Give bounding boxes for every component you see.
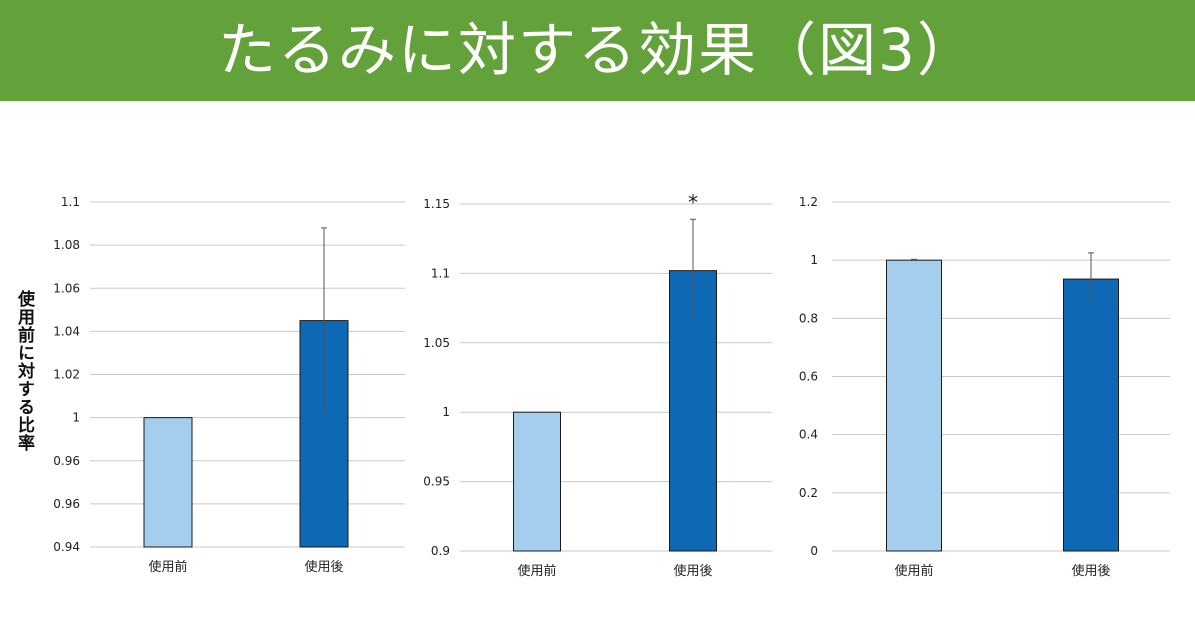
- category-label: 使用後: [304, 559, 343, 575]
- y-tick-label: 1: [810, 253, 818, 267]
- y-axis-label: 使用前に対する比率: [14, 290, 34, 452]
- y-axis-label-container: 使用前に対する比率: [12, 290, 36, 452]
- y-tick-label: 0.8: [799, 311, 818, 325]
- significance-marker: *: [688, 190, 698, 214]
- y-tick-label: 1.15: [423, 197, 450, 211]
- y-tick-label: 1.2: [799, 195, 818, 209]
- y-tick-label: 1: [442, 405, 450, 419]
- y-tick-label: 0.96: [53, 454, 80, 468]
- y-tick-label: 1.08: [53, 238, 80, 252]
- y-tick-label: 1.06: [53, 281, 80, 295]
- y-tick-label: 0.9: [431, 544, 450, 558]
- bar-after: [1063, 278, 1119, 552]
- y-tick-label: 0.6: [799, 370, 818, 384]
- y-tick-label: 1.02: [53, 368, 80, 382]
- y-tick-label: 1.1: [61, 195, 80, 209]
- y-tick-label: 1.04: [53, 324, 80, 338]
- y-tick-label: 0.94: [53, 540, 80, 554]
- y-tick-label: 0.4: [799, 428, 818, 442]
- y-tick-label: 1.1: [431, 266, 450, 280]
- y-tick-label: 0: [810, 544, 818, 558]
- category-label: 使用前: [517, 563, 556, 579]
- title-banner: [0, 0, 1195, 101]
- category-label: 使用後: [1071, 563, 1110, 579]
- y-tick-label: 0.2: [799, 486, 818, 500]
- bar-before: [143, 417, 193, 548]
- y-tick-label: 0.96: [53, 497, 80, 511]
- bar-before: [513, 411, 561, 552]
- page-title: たるみに対する効果（図3）: [218, 16, 977, 84]
- category-label: 使用前: [894, 563, 933, 579]
- y-tick-label: 1: [72, 411, 80, 425]
- y-tick-label: 0.95: [423, 475, 450, 489]
- y-tick-label: 1.05: [423, 336, 450, 350]
- category-label: 使用後: [673, 563, 712, 579]
- bar-before: [886, 259, 942, 552]
- category-label: 使用前: [148, 559, 187, 575]
